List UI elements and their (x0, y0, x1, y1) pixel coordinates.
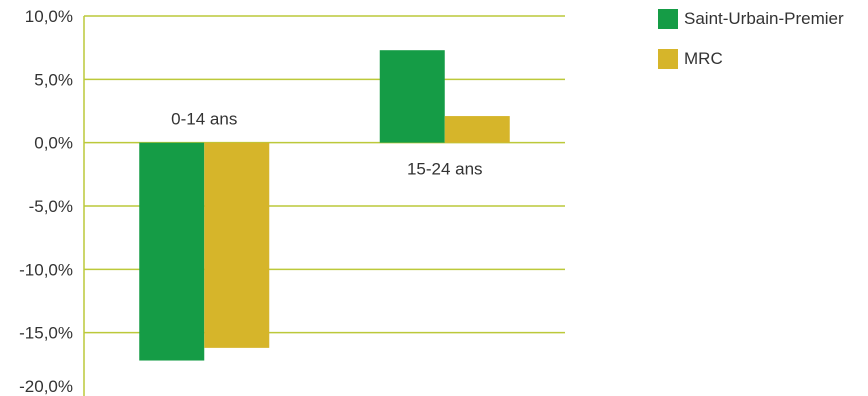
y-tick-label: -20,0% (19, 377, 73, 396)
category-label: 0-14 ans (171, 110, 237, 129)
legend-swatch-mrc (658, 49, 678, 69)
bar-saint-urbain-premier-0 (139, 142, 205, 361)
bar-mrc-1 (444, 116, 510, 143)
y-tick-label: 5,0% (34, 70, 73, 89)
bar-mrc-0 (204, 142, 270, 348)
category-label: 15-24 ans (407, 160, 483, 179)
legend-label-mrc: MRC (684, 49, 723, 68)
y-tick-label: 10,0% (25, 7, 73, 26)
bars (139, 50, 510, 361)
category-labels: 0-14 ans 15-24 ans (171, 110, 482, 179)
bar-saint-urbain-premier-1 (379, 50, 445, 143)
legend-item-saint-urbain-premier: Saint-Urbain-Premier (658, 8, 844, 30)
y-tick-label: -10,0% (19, 260, 73, 279)
legend: Saint-Urbain-Premier MRC (658, 8, 844, 88)
y-tick-label: -15,0% (19, 324, 73, 343)
y-tick-label: 0,0% (34, 134, 73, 153)
legend-swatch-saint-urbain-premier (658, 9, 678, 29)
legend-item-mrc: MRC (658, 48, 844, 70)
y-tick-label: -5,0% (29, 197, 73, 216)
legend-label-saint-urbain-premier: Saint-Urbain-Premier (684, 9, 844, 28)
y-axis-ticks: 10,0% 5,0% 0,0% -5,0% -10,0% -15,0% -20,0% (19, 7, 73, 396)
